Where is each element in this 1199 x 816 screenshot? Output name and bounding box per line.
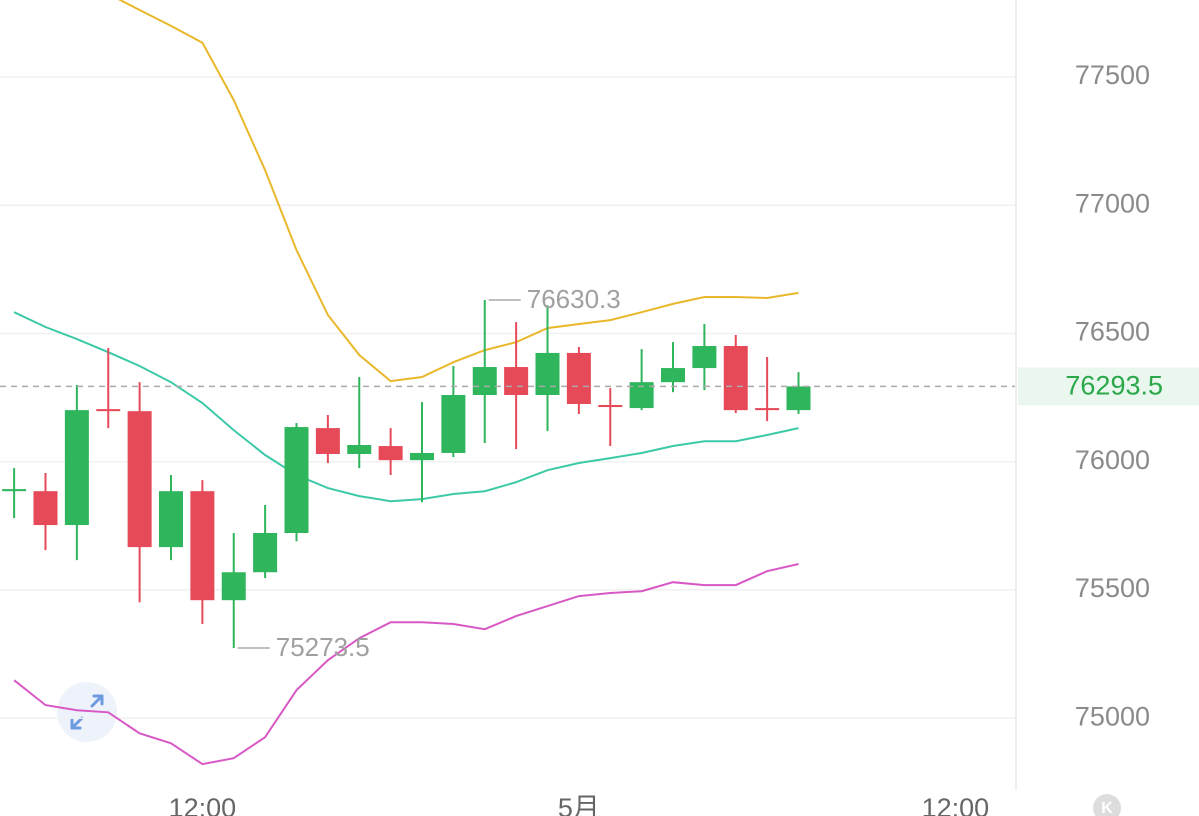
candle-body [315, 428, 340, 454]
y-tick-label: 75500 [1075, 573, 1150, 603]
candle-body [284, 427, 309, 533]
x-tick-label: 12:00 [922, 793, 990, 816]
candle-body [347, 445, 372, 454]
y-tick-label: 76000 [1075, 445, 1150, 475]
x-tick-label: 5月 [558, 793, 600, 816]
candle-body [410, 452, 435, 461]
candle-body [472, 367, 497, 395]
candle-body [96, 409, 121, 412]
candle-body [33, 491, 58, 526]
candle-body [755, 408, 780, 411]
y-tick-label: 76500 [1075, 317, 1150, 347]
candle-body [64, 410, 89, 526]
grid [0, 76, 1015, 719]
band-line [13, 311, 799, 503]
badge-label: K [1101, 800, 1113, 816]
candle-body [598, 405, 623, 408]
candle-body [441, 395, 466, 453]
candle-body [723, 346, 748, 411]
expand-icon [70, 694, 104, 730]
annotation-label: 75273.5 [276, 632, 370, 662]
candle-body [378, 446, 403, 461]
y-tick-label: 77000 [1075, 188, 1150, 218]
badge-circle [1093, 794, 1121, 816]
candle-body [253, 532, 278, 573]
candle-body [2, 489, 27, 492]
candle-body [566, 352, 591, 404]
candle-body [158, 491, 183, 548]
candle-body [504, 367, 529, 395]
band-line [118, 0, 799, 383]
annotation-label: 76630.3 [527, 284, 621, 314]
candle-body [661, 368, 686, 383]
x-tick-label: 12:00 [169, 793, 237, 816]
candle-body [535, 352, 560, 395]
candle-body [786, 386, 811, 411]
candle-body [221, 572, 246, 601]
plot-area [0, 0, 1015, 766]
candle-body [692, 346, 717, 369]
candle-body [190, 491, 215, 601]
last-price-bg [1018, 367, 1199, 406]
band-line [13, 563, 799, 766]
candle-body [127, 411, 152, 548]
axes: 75000 75500 76000 76500 77000 77500 12:00 5月 12:… [169, 60, 1199, 816]
y-tick-label: 77500 [1075, 60, 1150, 90]
y-tick-label: 75000 [1075, 701, 1150, 731]
last-price-label: 76293.5 [1065, 371, 1163, 401]
expand-button[interactable] [57, 682, 117, 742]
